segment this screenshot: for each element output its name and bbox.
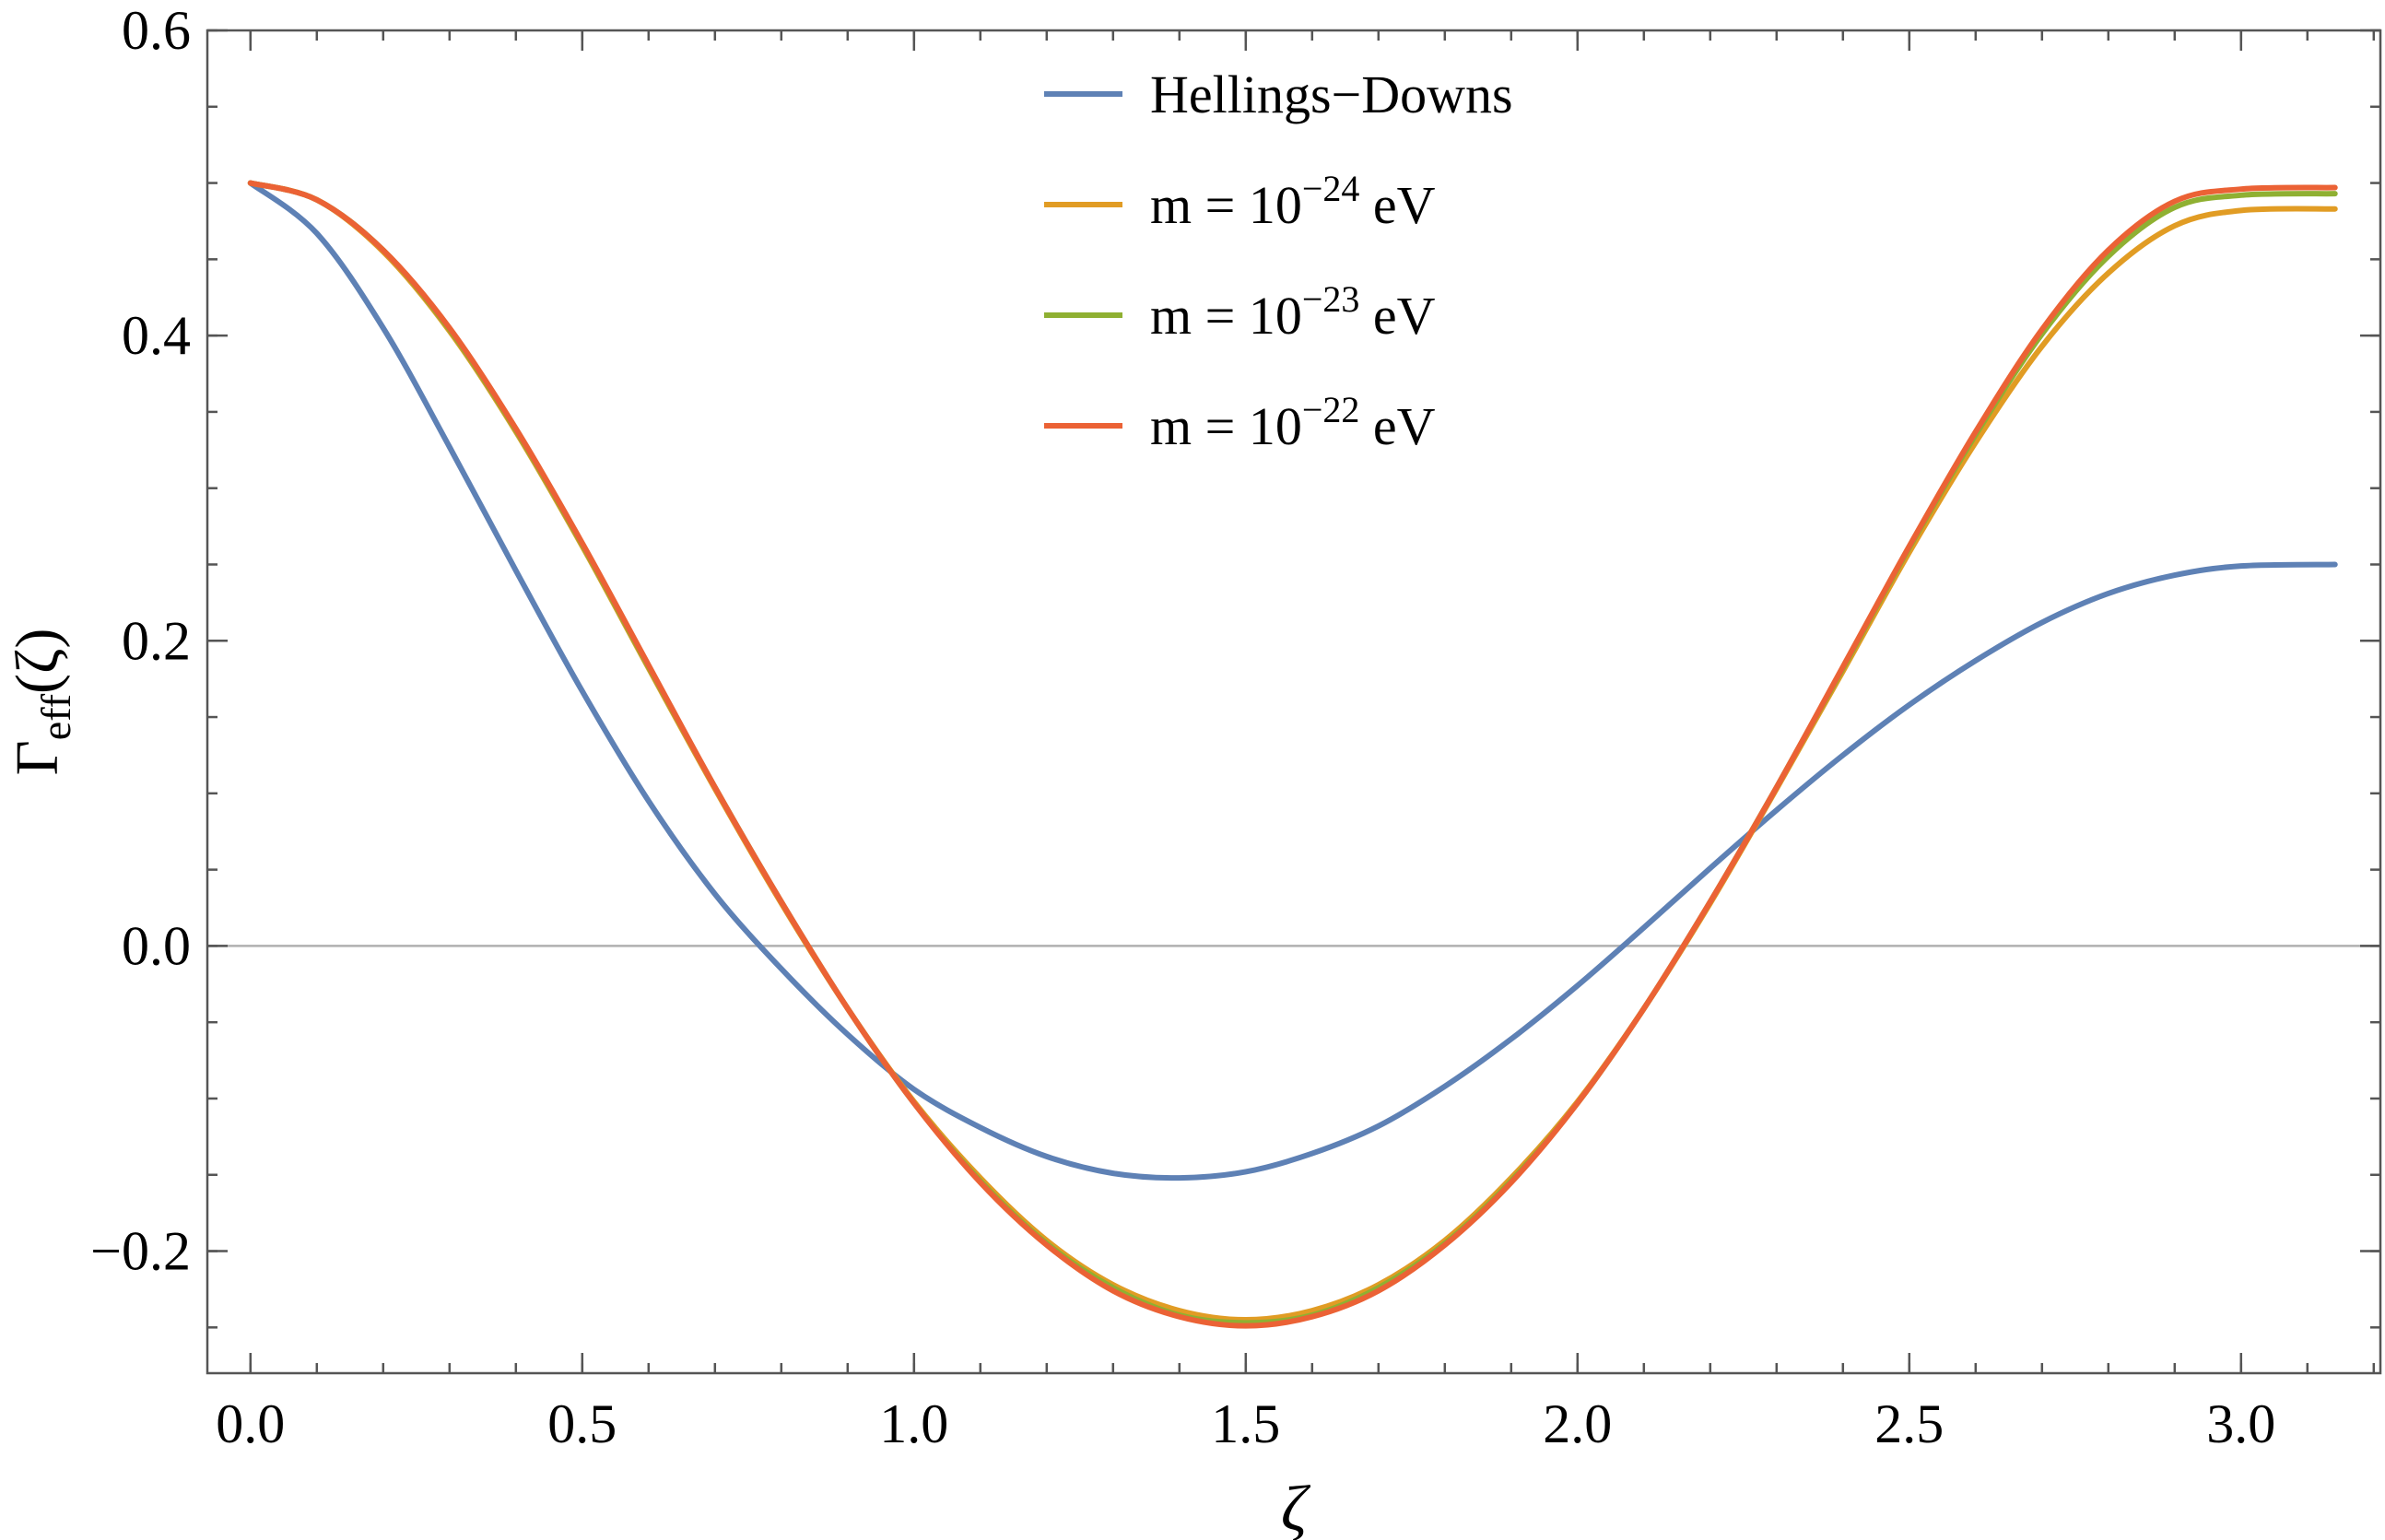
x-tick-label: 0.5: [547, 1393, 617, 1454]
y-tick-label: 0.0: [122, 915, 191, 976]
x-tick-label: 1.0: [879, 1393, 948, 1454]
y-tick-label: −0.2: [90, 1221, 191, 1282]
y-tick-label: 0.4: [122, 305, 191, 366]
y-tick-label: 0.2: [122, 610, 191, 671]
ticks-layer: [207, 29, 2380, 1373]
series-layer: [247, 180, 2338, 1329]
plot-frame: [206, 29, 2382, 1375]
y-axis-title-main: Γ: [4, 740, 71, 775]
series-line-3: [247, 180, 2338, 1329]
legend-label-1: m = 10−24 eV: [1150, 168, 1436, 235]
legend-label-2: m = 10−23 eV: [1150, 278, 1436, 346]
series-line-0: [247, 180, 2338, 1181]
x-tick-label: 3.0: [2206, 1393, 2275, 1454]
x-tick-label: 2.0: [1543, 1393, 1612, 1454]
x-tick-label: 2.5: [1874, 1393, 1944, 1454]
x-axis-title: ζ: [1281, 1474, 1311, 1540]
legend-label-3: m = 10−22 eV: [1150, 389, 1436, 456]
y-axis-title-sub: eff: [32, 693, 79, 740]
x-tick-label: 1.5: [1211, 1393, 1280, 1454]
tick-labels-layer: 0.0 0.5 1.0 1.5 2.0 2.5 3.0 −0.2 0.0 0.2 0.4 0.6: [90, 0, 2275, 1454]
y-axis-title-arg: (ζ): [4, 629, 71, 694]
y-axis-title: Γeff(ζ): [4, 629, 79, 776]
legend: Hellings−Downs m = 10−24 eV m = 10−23 eV m …: [1044, 65, 1513, 456]
x-tick-label: 0.0: [216, 1393, 285, 1454]
y-tick-label: 0.6: [122, 0, 191, 61]
legend-label-0: Hellings−Downs: [1150, 65, 1513, 124]
